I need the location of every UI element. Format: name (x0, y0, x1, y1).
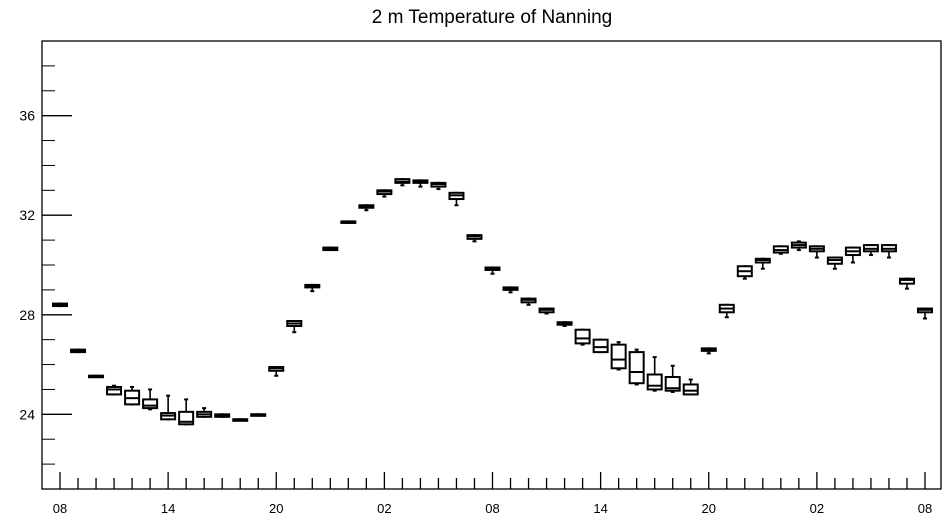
box-21 (430, 181, 447, 191)
box-16 (340, 220, 357, 224)
box-39 (754, 257, 771, 270)
box-14 (304, 283, 321, 293)
box-12 (268, 366, 285, 377)
box-20 (412, 179, 429, 188)
box-48 (917, 307, 933, 320)
box-35 (682, 378, 699, 396)
box-34 (664, 364, 681, 393)
box-body (142, 398, 159, 410)
box-body (610, 343, 627, 370)
box-body (682, 383, 699, 396)
x-tick-label: 20 (269, 501, 283, 516)
box-36 (700, 347, 717, 355)
box-1 (70, 348, 87, 354)
x-tick-label: 08 (53, 501, 67, 516)
box-46 (880, 244, 897, 259)
box-28 (556, 321, 573, 327)
box-18 (376, 189, 393, 198)
box-4 (124, 385, 141, 406)
boxes-group (52, 178, 933, 426)
box-44 (844, 246, 861, 264)
box-37 (718, 303, 735, 319)
box-27 (538, 307, 555, 315)
y-tick-label: 32 (19, 207, 35, 223)
box-7 (178, 398, 195, 426)
y-tick-label: 36 (19, 108, 35, 124)
box-33 (646, 356, 663, 392)
box-body (646, 373, 663, 391)
x-tick-label: 08 (918, 501, 932, 516)
box-24 (484, 266, 501, 275)
x-tick-label: 14 (161, 501, 175, 516)
y-tick-label: 28 (19, 307, 35, 323)
x-axis: 08 14 20 02 08 14 20 02 08 (53, 472, 932, 516)
box-19 (394, 178, 411, 187)
box-body (574, 328, 591, 345)
box-body (628, 351, 645, 385)
plot-frame (41, 40, 942, 490)
x-tick-label: 20 (702, 501, 716, 516)
y-axis: 24 28 32 36 (19, 65, 72, 465)
box-40 (772, 245, 789, 255)
box-8 (196, 407, 213, 418)
box-25 (502, 286, 519, 294)
box-body (592, 338, 609, 354)
box-45 (862, 244, 879, 257)
box-6 (160, 394, 177, 421)
box-9 (214, 413, 231, 418)
box-11 (250, 413, 267, 417)
box-5 (142, 388, 159, 411)
box-22 (448, 191, 465, 207)
box-32 (628, 348, 645, 386)
box-30 (592, 338, 609, 354)
box-3 (106, 384, 123, 396)
box-body (106, 385, 123, 396)
box-41 (790, 240, 807, 252)
box-29 (574, 328, 591, 346)
box-43 (826, 256, 843, 270)
box-15 (322, 246, 339, 252)
box-2 (88, 374, 105, 379)
x-tick-label: 02 (377, 501, 391, 516)
box-10 (232, 418, 249, 422)
y-tick-label: 24 (19, 406, 35, 422)
box-body (898, 277, 915, 285)
box-42 (808, 245, 825, 259)
box-38 (736, 265, 753, 280)
box-31 (610, 341, 627, 371)
box-17 (358, 204, 375, 212)
box-47 (898, 277, 915, 290)
box-26 (520, 297, 537, 306)
x-tick-label: 14 (593, 501, 607, 516)
box-23 (466, 234, 483, 243)
chart-title: 2 m Temperature of Nanning (372, 7, 612, 28)
x-tick-label: 08 (485, 501, 499, 516)
box-0 (52, 302, 68, 308)
box-13 (286, 320, 303, 334)
x-tick-label: 02 (810, 501, 824, 516)
